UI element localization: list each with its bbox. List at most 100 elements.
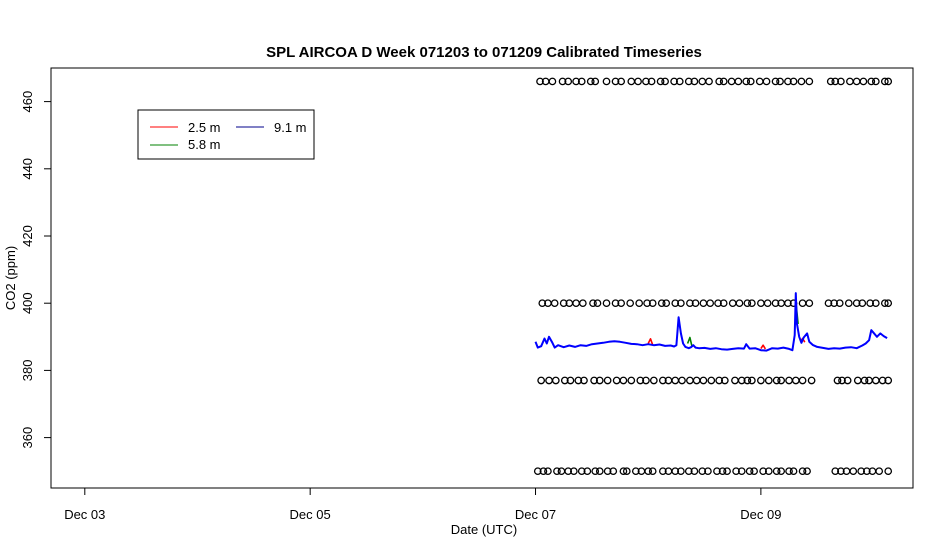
marker-point [577,77,586,86]
series-line-2-5-m [760,344,767,350]
marker-point [831,77,840,86]
marker-point [771,77,780,86]
legend-label-2-5m: 2.5 m [188,120,221,135]
marker-point [732,467,740,476]
marker-point [737,376,746,385]
marker-point [577,467,586,476]
marker-point [807,376,816,385]
marker-point [659,376,667,385]
marker-point [558,77,567,86]
marker-point [698,77,707,86]
marker-point [656,77,665,86]
marker-point [644,467,653,476]
marker-point [686,376,694,385]
marker-point [764,376,773,385]
marker-point [713,467,721,476]
x-tick-label: Dec 09 [740,507,781,522]
marker-point [805,77,814,86]
marker-point [884,299,893,308]
marker-point [536,77,544,86]
marker-point [648,299,657,308]
marker-point [805,299,814,308]
marker-point [884,77,893,86]
marker-point [777,467,786,476]
marker-point [759,467,767,476]
marker-point [690,467,699,476]
chart-title: SPL AIRCOA D Week 071203 to 071209 Calib… [266,44,702,61]
marker-point [550,299,559,308]
marker-point [865,376,873,385]
marker-point [849,467,858,476]
marker-point [748,376,756,385]
marker-point [684,77,693,86]
marker-point [826,77,835,86]
marker-point [757,376,765,385]
x-tick-label: Dec 07 [515,507,556,522]
marker-point [838,376,846,385]
marker-point [737,467,746,476]
marker-point [784,299,792,308]
y-axis-label: CO2 (ppm) [3,246,18,310]
marker-point [593,299,602,308]
marker-point [678,376,686,385]
marker-point [857,467,866,476]
marker-point [833,376,842,385]
marker-point [789,467,798,476]
y-tick-label: 420 [20,225,35,247]
marker-point [617,77,626,86]
marker-point [785,376,793,385]
marker-point [831,467,840,476]
marker-point [657,299,666,308]
marker-point [707,376,716,385]
marker-point [671,467,680,476]
marker-point [785,467,793,476]
marker-point [686,299,694,308]
marker-point [771,299,780,308]
marker-point [635,299,644,308]
marker-point [798,467,807,476]
series-line-5-8-m [686,336,693,348]
marker-point [671,376,680,385]
marker-point [803,467,811,476]
marker-point [706,299,715,308]
marker-point [572,299,580,308]
marker-point [643,299,651,308]
marker-point [627,376,636,385]
marker-point [617,299,626,308]
marker-point [648,467,657,476]
x-tick-label: Dec 03 [64,507,105,522]
marker-point [661,77,669,86]
marker-point [844,299,853,308]
marker-point [589,299,597,308]
marker-point [837,77,845,86]
series-line-9-1-m [534,292,888,352]
marker-point [560,376,569,385]
x-axis: Dec 03 Dec 05 Dec 07 Dec 09 [64,488,781,522]
marker-point [746,77,755,86]
marker-point [723,467,731,476]
marker-point [776,77,784,86]
marker-point [603,467,612,476]
marker-point [675,77,684,86]
marker-point [824,299,833,308]
marker-point [843,376,852,385]
marker-point [580,376,588,385]
marker-point [612,376,621,385]
marker-point [755,77,764,86]
marker-point [602,77,611,86]
marker-point [537,376,546,385]
marker-point [835,299,844,308]
marker-point [622,467,631,476]
marker-point [557,467,566,476]
marker-point [871,77,880,86]
marker-point [611,299,620,308]
marker-point [564,77,573,86]
marker-point [762,77,771,86]
marker-point [880,77,889,86]
marker-point [670,77,678,86]
marker-point [591,77,600,86]
marker-point [735,299,744,308]
marker-point [677,299,685,308]
marker-point [559,299,568,308]
marker-point [619,376,628,385]
